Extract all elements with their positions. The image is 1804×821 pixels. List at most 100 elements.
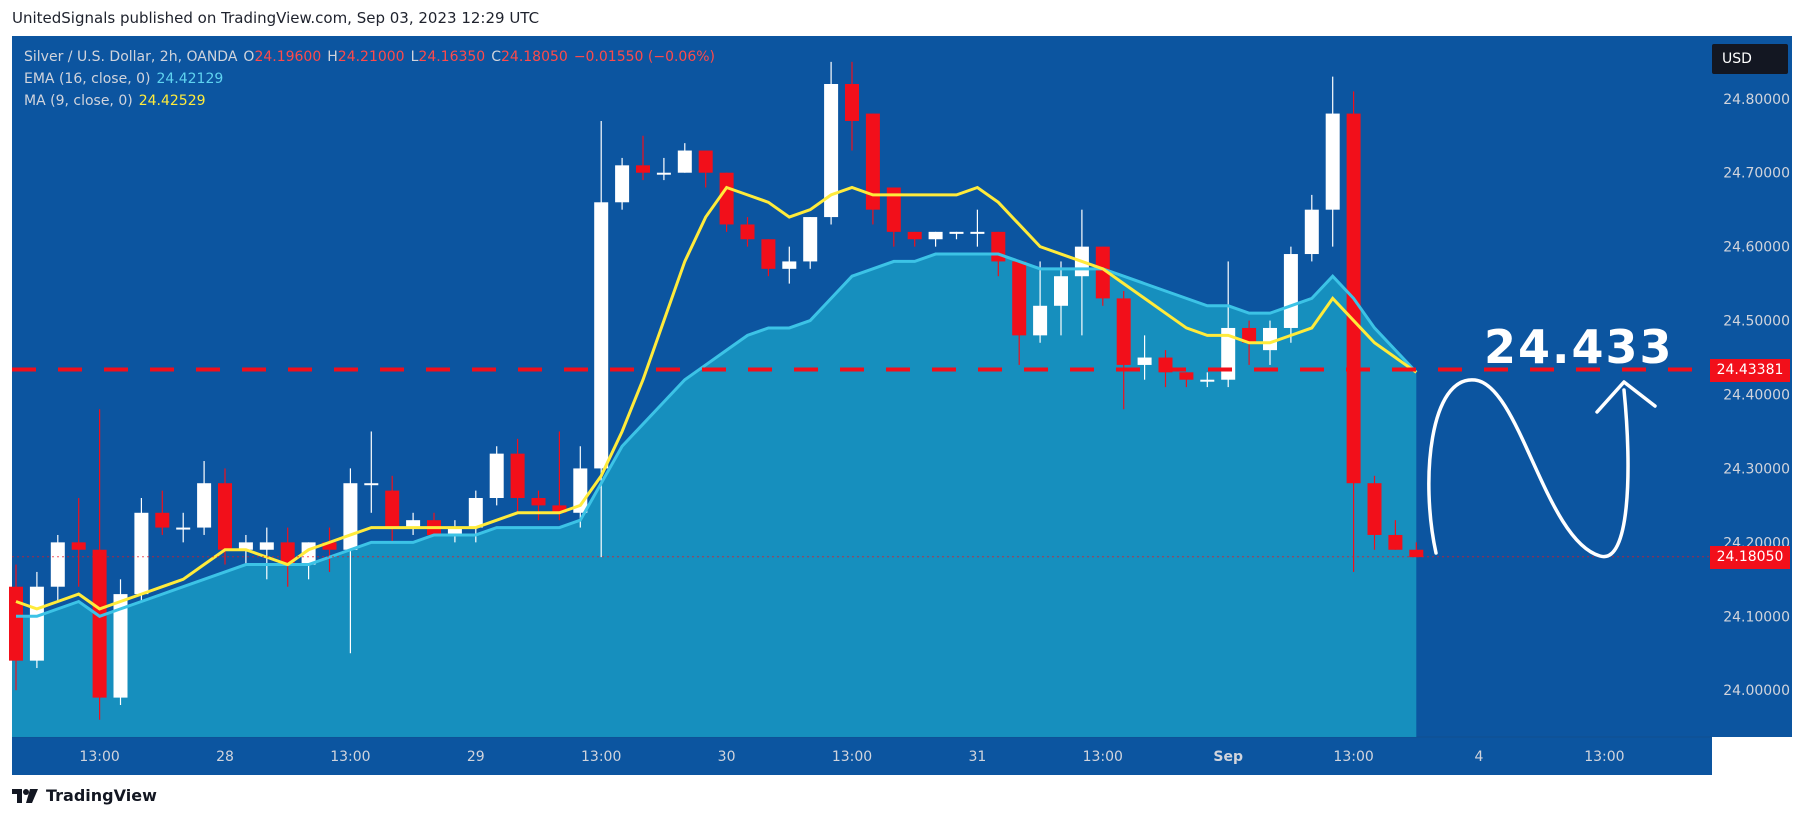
candle-body [886,187,901,232]
candle-body [782,261,797,269]
candle-body [406,520,421,528]
candle-body [698,150,713,173]
target-price-tag: 24.43381 [1710,358,1790,382]
legend-low-label: L [410,49,419,65]
candle-body [677,150,692,173]
price-axis-labels: 24.0000024.1000024.2000024.3000024.40000… [1723,92,1790,699]
legend-symbol: Silver / U.S. Dollar, 2h, OANDA [24,49,238,65]
price-axis-background [1712,36,1792,737]
candle-body [907,231,922,240]
candle-body [656,172,671,175]
candle-body [1054,276,1068,306]
legend-open: 24.19600 [254,49,322,65]
legend-change: −0.01550 (−0.06%) [573,49,716,65]
tradingview-logo-icon [12,788,38,803]
candle-body [970,231,985,234]
published-caption: UnitedSignals published on TradingView.c… [12,9,540,27]
chart-legend: Silver / U.S. Dollar, 2h, OANDA O24.19600… [24,46,721,112]
candle-bodies [9,84,1424,698]
candle-body [50,542,65,587]
candle-body [865,113,880,210]
candle-body [510,453,525,498]
candle-body [113,594,128,698]
candle-body [92,549,107,698]
candle-body [1221,327,1236,380]
target-annotation: 24.433 [1484,320,1674,374]
candle-body [343,483,358,550]
candle-body [1409,549,1424,558]
x-tick-label: 13:00 [79,749,119,765]
ema-area-fill [12,254,1417,738]
legend-high: 24.21000 [337,49,405,65]
candle-body [9,586,23,661]
currency-button[interactable]: USD [1712,44,1788,74]
candle-body [1325,113,1340,210]
candle-body [552,505,567,513]
price-chart[interactable]: 24.0000024.1000024.2000024.3000024.40000… [0,0,1804,780]
x-tick-label: Sep [1213,749,1243,765]
candle-body [322,542,337,550]
candle-body [447,527,462,535]
indicator-lines [15,185,1418,618]
y-tick-label: 24.00000 [1723,683,1790,699]
candle-body [1012,261,1027,336]
x-tick-label: 13:00 [1333,749,1373,765]
y-tick-label: 24.70000 [1723,166,1790,182]
x-tick-label: 4 [1475,749,1484,765]
footer[interactable]: TradingView [12,786,157,805]
candle-body [238,542,253,550]
y-tick-label: 24.50000 [1723,314,1790,330]
candle-body [1304,209,1319,255]
x-tick-label: 28 [216,749,234,765]
legend-ema-row: EMA (16, close, 0) 24.42129 [24,68,721,90]
legend-ma-row: MA (9, close, 0) 24.42529 [24,90,721,112]
horizontal-lines [12,367,1712,558]
footer-brand: TradingView [46,786,157,805]
candle-body [29,586,44,661]
candle-body [176,527,191,530]
candle-body [1137,357,1152,365]
projection-arrow [1427,378,1630,559]
ema-area [12,254,1417,738]
candle-body [1116,298,1131,365]
candle-body [1200,379,1215,382]
candle-body [1033,305,1048,336]
candle-body [803,217,818,262]
y-tick-label: 24.80000 [1723,92,1790,108]
candle-body [280,542,295,565]
x-tick-label: 30 [718,749,736,765]
candle-body [385,490,400,528]
candle-body [1388,534,1403,550]
candle-body [1263,327,1277,351]
y-tick-label: 24.40000 [1723,388,1790,404]
y-tick-label: 24.60000 [1723,240,1790,256]
candle-body [364,483,379,486]
y-tick-label: 24.10000 [1723,609,1790,625]
x-tick-label: 13:00 [581,749,621,765]
candle-body [636,165,650,173]
candle-body [594,202,609,469]
legend-high-label: H [327,49,338,65]
x-tick-label: 13:00 [330,749,370,765]
legend-ema-label: EMA (16, close, 0) [24,71,151,87]
candle-body [489,453,504,498]
candle-body [615,165,630,203]
candle-body [218,483,232,550]
x-tick-label: 13:00 [1584,749,1624,765]
candle-body [1095,246,1110,299]
x-tick-label: 13:00 [1083,749,1123,765]
ma-line [15,185,1418,611]
legend-open-label: O [243,49,255,65]
candle-body [155,512,170,528]
candle-body [719,172,734,225]
candle-body [1242,327,1257,343]
candle-body [928,231,943,240]
projection-arrowhead [1595,380,1657,414]
candle-body [134,512,149,595]
ema-line [16,252,1418,618]
x-tick-label: 31 [968,749,986,765]
candle-body [1179,372,1194,380]
candle-body [197,483,212,528]
legend-ema-value: 24.42129 [156,71,224,87]
candle-body [1283,254,1298,328]
